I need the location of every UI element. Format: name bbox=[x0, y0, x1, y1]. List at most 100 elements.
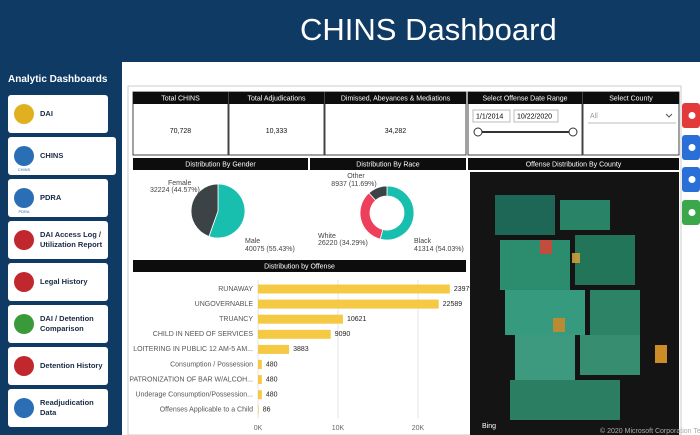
category-label: LOITERING IN PUBLIC 12 AM-5 AM... bbox=[133, 346, 253, 353]
nav-icon bbox=[14, 230, 34, 250]
action-icon bbox=[688, 112, 696, 119]
map-attribution: © 2020 Microsoft Corporation Terms bbox=[600, 427, 700, 435]
kpi-value: 34,282 bbox=[385, 128, 407, 135]
category-label: Offenses Applicable to a Child bbox=[160, 407, 253, 414]
map-region bbox=[572, 253, 580, 263]
sidebar: Analytic Dashboards DAI CHINS CHINS PDRA PDR… bbox=[0, 62, 122, 435]
filter-card bbox=[467, 91, 583, 156]
nav-icon: PDRA bbox=[14, 188, 34, 214]
category-label: RUNAWAY bbox=[218, 286, 253, 293]
nav-icon bbox=[14, 104, 34, 124]
map-region bbox=[575, 235, 635, 285]
date-input[interactable] bbox=[472, 109, 511, 123]
bar-value: 480 bbox=[266, 361, 278, 368]
map-region bbox=[560, 200, 610, 230]
slice-category: Black bbox=[414, 238, 432, 245]
title-band bbox=[583, 92, 679, 104]
action-button[interactable] bbox=[682, 135, 700, 160]
dropdown-chevron bbox=[665, 113, 673, 118]
kpi-value: 70,728 bbox=[170, 128, 192, 135]
map-region bbox=[495, 195, 555, 235]
nav-label: DAI / Detention Comparison bbox=[40, 314, 94, 333]
slider-handle[interactable] bbox=[568, 127, 578, 137]
title-band bbox=[325, 92, 466, 104]
slice-label: 41314 (54.03%) bbox=[414, 246, 464, 253]
nav-icon: CHINS bbox=[14, 146, 34, 172]
nav-icon bbox=[14, 398, 34, 418]
map bbox=[470, 172, 679, 435]
category-label: UNGOVERNABLE bbox=[195, 301, 254, 308]
nav-item[interactable]: DAI bbox=[8, 95, 108, 133]
section-title: Distribution by Offense bbox=[264, 263, 335, 270]
nav-label: CHINS bbox=[40, 151, 64, 160]
nav-item[interactable]: CHINS CHINS bbox=[8, 137, 116, 175]
x-tick-label: 10K bbox=[332, 425, 345, 432]
title-band bbox=[133, 92, 228, 104]
action-icon bbox=[688, 176, 696, 183]
nav-item[interactable]: Legal History bbox=[8, 263, 108, 301]
slice-category: Female bbox=[168, 180, 191, 187]
bar-value: 22589 bbox=[443, 301, 463, 308]
action-button[interactable] bbox=[682, 167, 700, 192]
slice-label: 32224 (44.57%) bbox=[150, 187, 200, 194]
slider-handle[interactable] bbox=[473, 127, 483, 137]
nav-item[interactable]: DAI Access Log / Utilization Report bbox=[8, 221, 108, 259]
nav-item[interactable]: PDRA PDRA bbox=[8, 179, 108, 217]
nav-item[interactable]: Readjudication Data bbox=[8, 389, 108, 427]
action-button[interactable] bbox=[682, 103, 700, 128]
nav-icon bbox=[14, 272, 34, 292]
pie-slice bbox=[190, 183, 219, 237]
date-input[interactable] bbox=[513, 109, 559, 123]
title-band bbox=[468, 92, 582, 104]
bar bbox=[258, 329, 331, 339]
category-label: Consumption / Possession bbox=[170, 361, 253, 368]
map-region bbox=[500, 240, 570, 290]
map-region bbox=[553, 318, 565, 332]
nav-item[interactable]: DAI / Detention Comparison bbox=[8, 305, 108, 343]
map-region bbox=[655, 345, 667, 363]
map-region bbox=[515, 335, 575, 380]
title-band bbox=[229, 92, 324, 104]
nav-label: Detention History bbox=[40, 361, 103, 370]
slice-label: 40075 (55.43%) bbox=[245, 246, 295, 253]
pie-slice bbox=[208, 183, 246, 239]
bar-value: 86 bbox=[263, 407, 271, 414]
kpi-card bbox=[228, 91, 325, 156]
icon-text: CHINS bbox=[17, 167, 31, 172]
nav-label: Legal History bbox=[40, 277, 88, 286]
map-region bbox=[505, 290, 585, 335]
header: CHINS Dashboard bbox=[0, 0, 700, 62]
title-band bbox=[133, 260, 466, 272]
map-region bbox=[540, 240, 552, 254]
slice-category: Other bbox=[347, 173, 365, 180]
county-value[interactable]: All bbox=[590, 113, 598, 120]
section-title: Select Offense Date Range bbox=[482, 95, 567, 102]
nav-icon bbox=[14, 314, 34, 334]
slice-category: Male bbox=[245, 238, 260, 245]
category-label: PATRONIZATION OF BAR W/ALCOH... bbox=[129, 376, 253, 383]
title-band bbox=[310, 158, 466, 170]
bar-value: 9090 bbox=[335, 331, 351, 338]
nav-icon bbox=[14, 356, 34, 376]
filter-card bbox=[582, 91, 680, 156]
title-band bbox=[133, 158, 308, 170]
bar bbox=[258, 375, 262, 385]
nav-item[interactable]: Detention History bbox=[8, 347, 108, 385]
bar bbox=[258, 299, 439, 309]
kpi-value: 10,333 bbox=[266, 128, 288, 135]
map-region bbox=[580, 335, 640, 375]
nav-label: PDRA bbox=[40, 193, 62, 202]
x-tick-label: 0K bbox=[254, 425, 263, 432]
action-button[interactable] bbox=[682, 200, 700, 225]
kpi-card bbox=[324, 91, 467, 156]
kpi-card bbox=[132, 91, 229, 156]
action-icon bbox=[688, 209, 696, 216]
bar-value: 3883 bbox=[293, 346, 309, 353]
section-title: Distribution By Gender bbox=[185, 161, 256, 168]
bar bbox=[258, 360, 262, 369]
bar-value: 23979 bbox=[454, 286, 474, 293]
section-title: Total CHINS bbox=[161, 95, 200, 102]
x-tick-label: 20K bbox=[412, 425, 425, 432]
date-start: 1/1/2014 bbox=[476, 113, 503, 120]
